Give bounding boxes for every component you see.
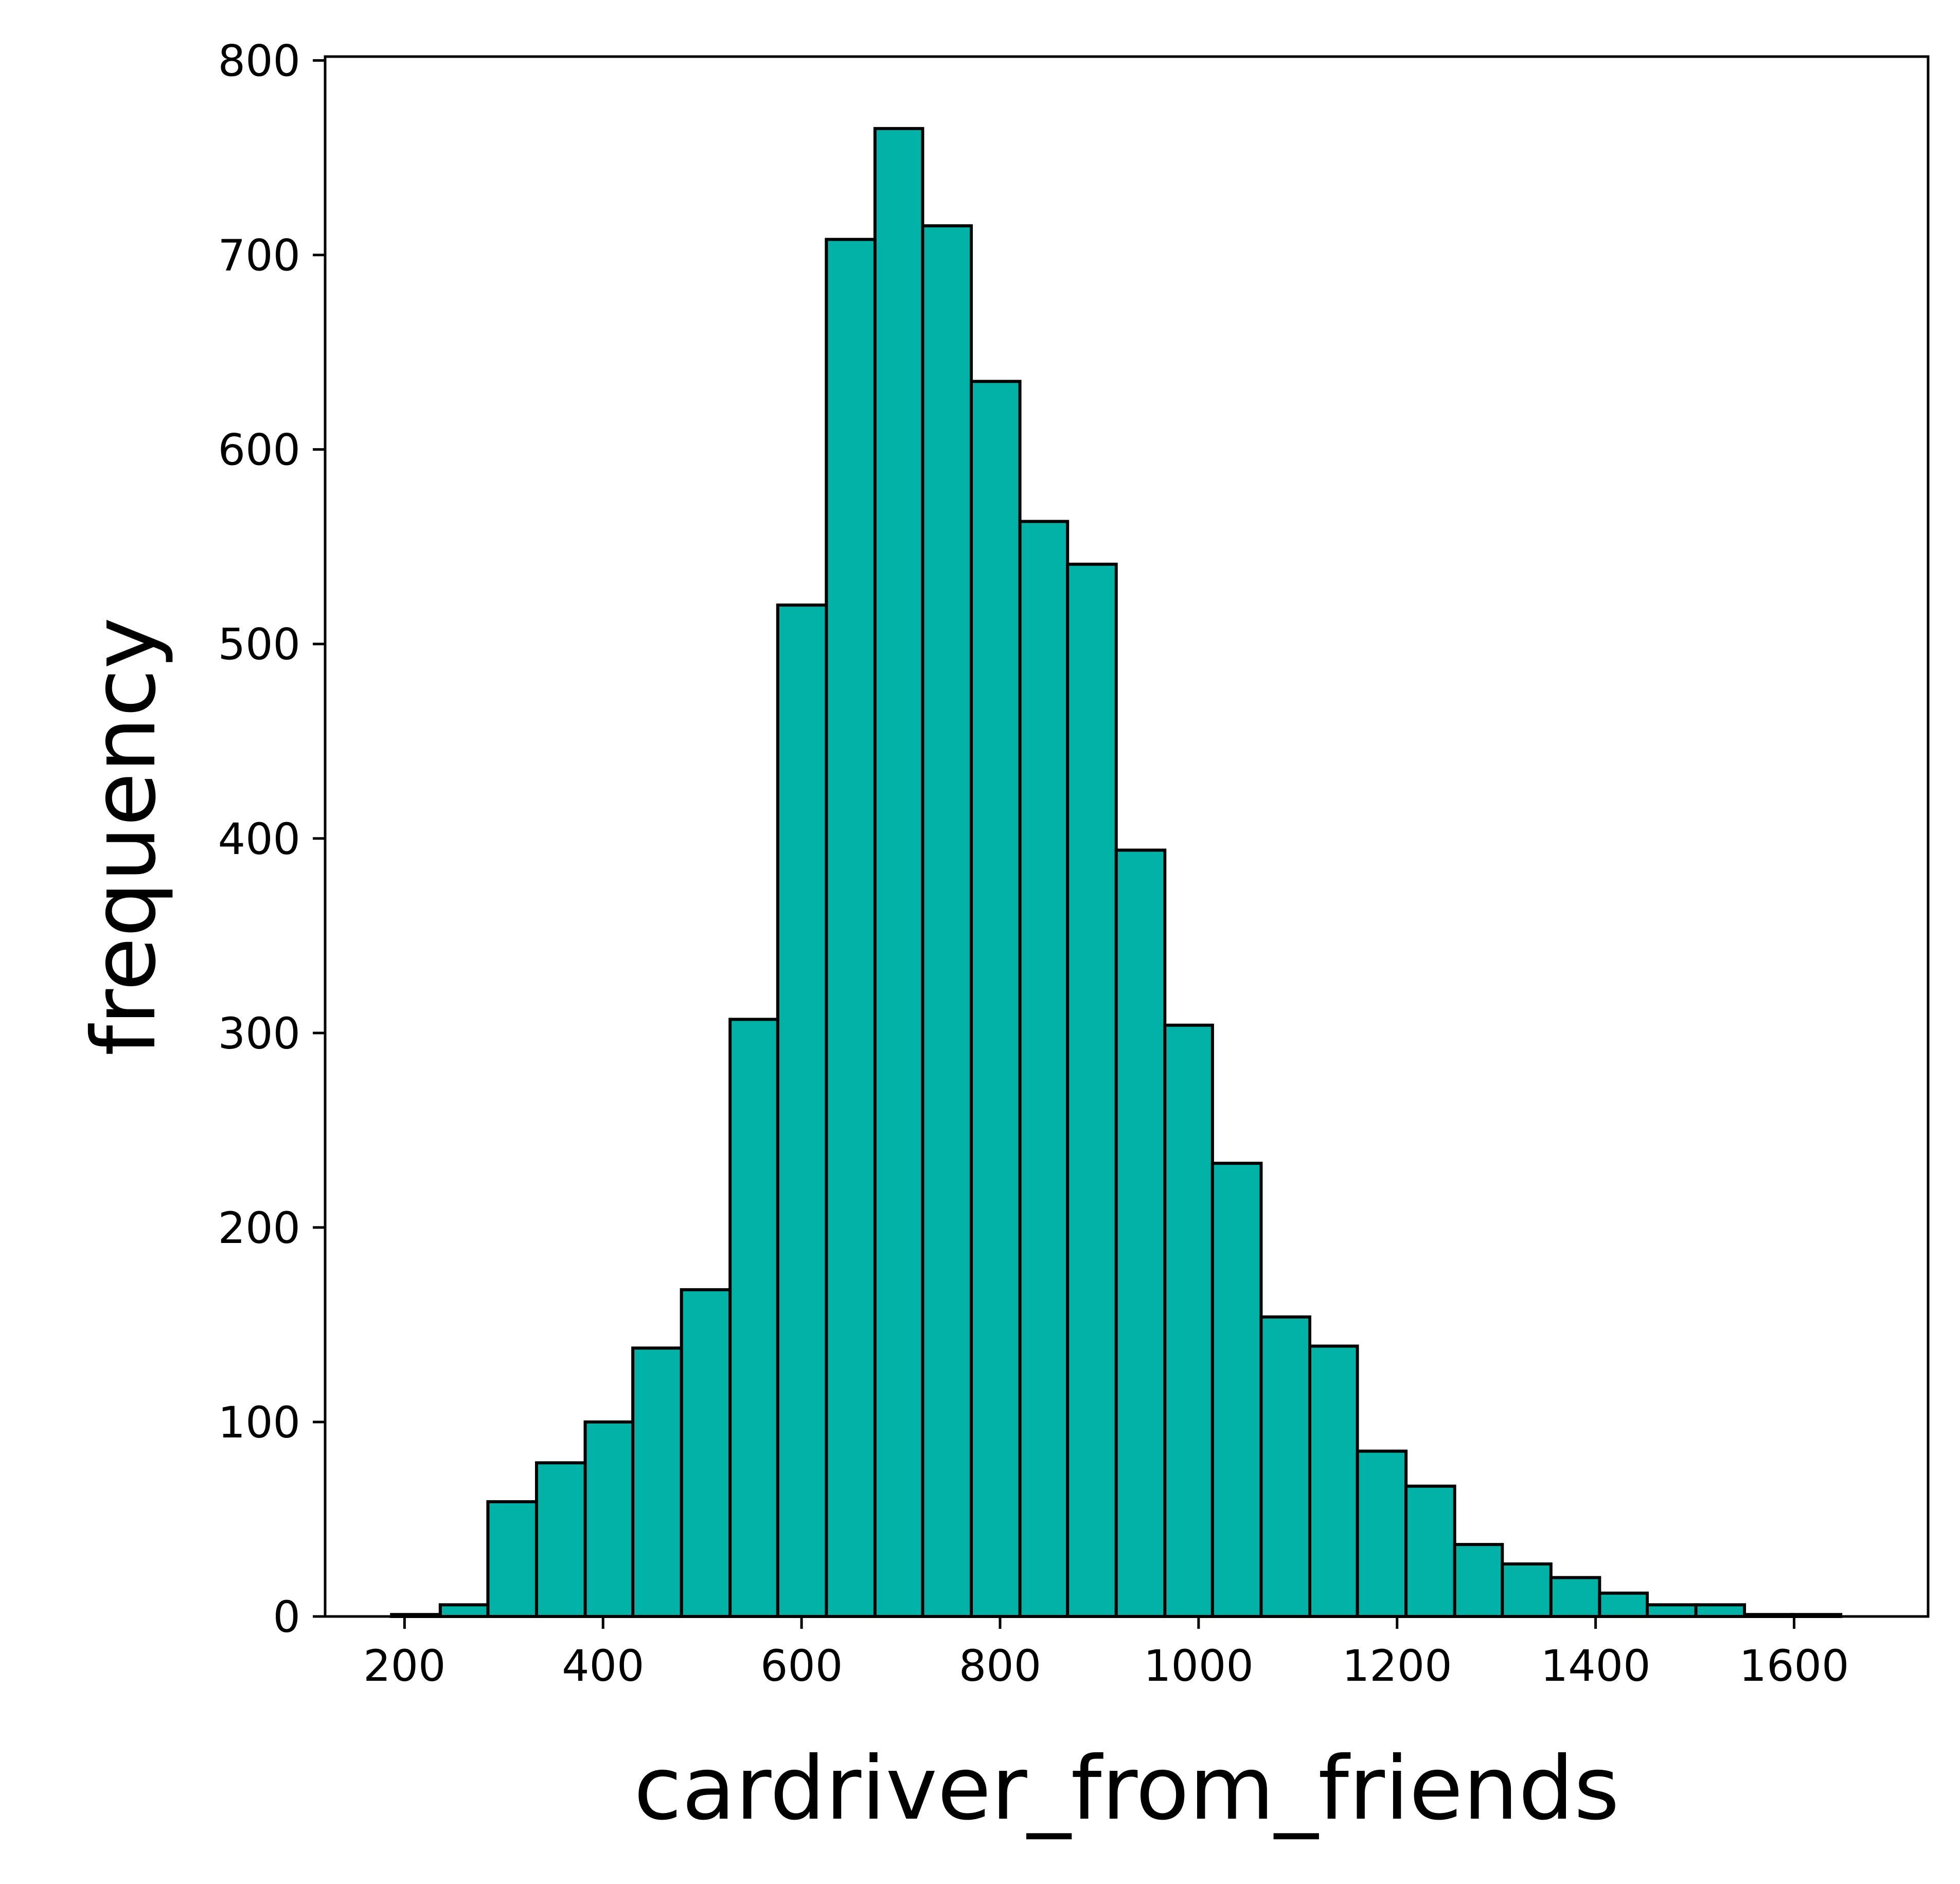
x-tick-label: 1200 xyxy=(1342,1641,1452,1691)
x-tick-label: 1400 xyxy=(1541,1641,1651,1691)
x-tick-label: 800 xyxy=(959,1641,1041,1691)
histogram-bar xyxy=(1549,1576,1601,1618)
x-tick-label: 1600 xyxy=(1739,1641,1849,1691)
histogram-bar xyxy=(1066,562,1118,1618)
histogram-bar xyxy=(486,1500,538,1618)
histogram-bar xyxy=(438,1603,490,1618)
histogram-bar xyxy=(1453,1543,1504,1618)
y-tick-label: 400 xyxy=(218,814,300,864)
histogram-bar xyxy=(1694,1603,1747,1618)
histogram-bar xyxy=(1308,1344,1359,1618)
x-tick-label: 400 xyxy=(562,1641,644,1691)
histogram-bar xyxy=(1501,1562,1553,1619)
y-axis-title: frequency xyxy=(74,617,175,1056)
histogram-bar xyxy=(776,603,828,1618)
histogram-bar xyxy=(583,1420,635,1618)
y-tick-label: 600 xyxy=(218,425,300,475)
bars-group xyxy=(390,127,1843,1619)
y-tick-label: 500 xyxy=(218,619,300,670)
histogram-bar xyxy=(534,1461,587,1618)
y-tick-label: 200 xyxy=(218,1203,300,1253)
y-axis: 0 100 200 300 400 500 600 700 800 xyxy=(218,36,325,1642)
y-tick-label: 800 xyxy=(218,36,300,86)
histogram-bar xyxy=(970,380,1022,1619)
x-tick-label: 600 xyxy=(760,1641,843,1691)
histogram-bar xyxy=(825,238,877,1618)
histogram-bar xyxy=(921,224,973,1619)
histogram-bar xyxy=(1356,1449,1408,1618)
histogram-bar xyxy=(631,1346,683,1618)
plot-frame xyxy=(324,55,1930,1618)
y-tick-label: 300 xyxy=(218,1008,300,1059)
histogram-bar xyxy=(680,1288,732,1619)
histogram-bar xyxy=(728,1018,779,1618)
histogram-bar xyxy=(1114,848,1167,1618)
x-tick-label: 200 xyxy=(363,1641,446,1691)
y-tick-label: 100 xyxy=(218,1397,300,1448)
histogram-bar xyxy=(1210,1162,1263,1618)
histogram-bar xyxy=(1163,1023,1214,1618)
x-axis: 200 400 600 800 1000 1200 1400 1600 xyxy=(363,1616,1849,1691)
x-axis-title: cardriver_from_friends xyxy=(634,1738,1619,1840)
y-tick-label: 700 xyxy=(218,230,300,281)
histogram-bar xyxy=(1645,1603,1698,1618)
histogram-bar xyxy=(873,127,924,1618)
histogram-bar xyxy=(1259,1315,1311,1618)
y-tick-label: 0 xyxy=(273,1592,300,1642)
histogram-bar xyxy=(1018,520,1070,1619)
histogram-bar xyxy=(1598,1591,1649,1618)
x-tick-label: 1000 xyxy=(1144,1641,1254,1691)
histogram-bar xyxy=(1404,1484,1456,1618)
